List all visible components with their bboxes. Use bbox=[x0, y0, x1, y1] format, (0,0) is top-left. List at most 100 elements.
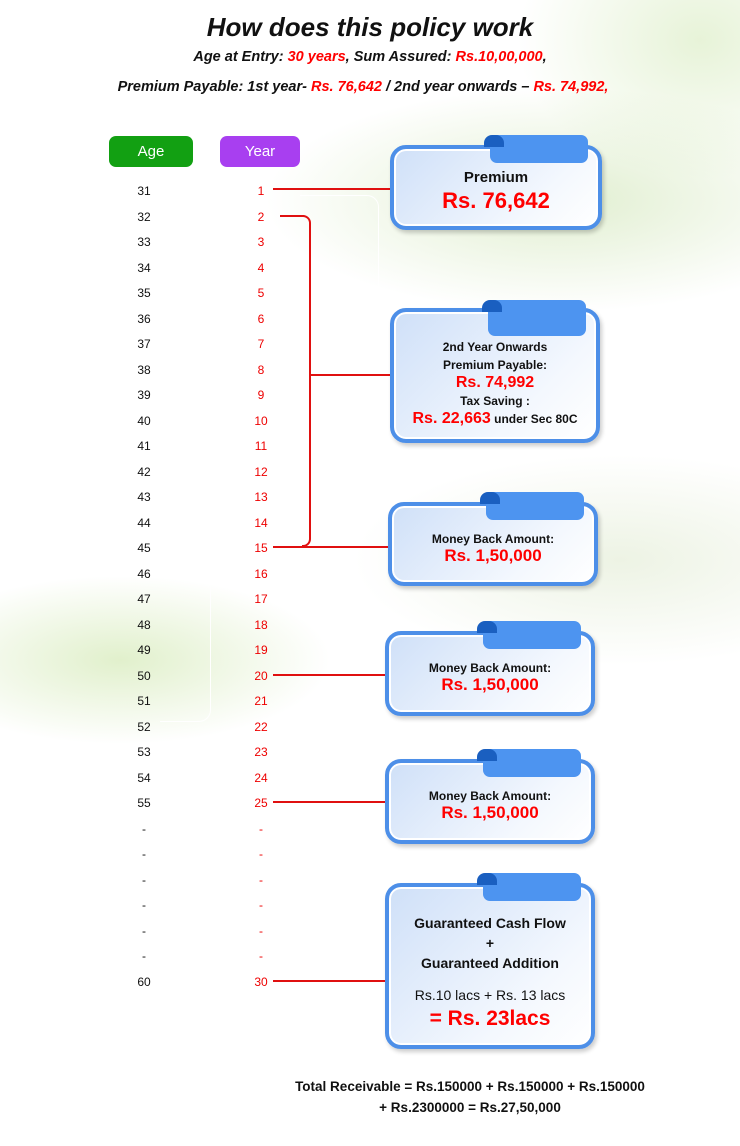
age-value: 47 bbox=[137, 592, 151, 606]
year-value: 10 bbox=[254, 413, 268, 428]
money-back-label: Money Back Amount: bbox=[428, 789, 552, 803]
page-title: How does this policy work bbox=[206, 12, 534, 42]
bracket-years-2-15 bbox=[302, 215, 311, 547]
year-value: 16 bbox=[254, 566, 268, 581]
onwards-amount: Rs. 74,992 bbox=[455, 374, 535, 391]
age-value: 41 bbox=[137, 439, 151, 453]
money-back-box-1: Money Back Amount: Rs. 1,50,000 bbox=[388, 492, 598, 586]
first-year-premium: Rs. 76,642 bbox=[311, 79, 382, 95]
money-back-box-2: Money Back Amount: Rs. 1,50,000 bbox=[385, 621, 595, 716]
year-value: 24 bbox=[254, 770, 268, 785]
year-value: 9 bbox=[257, 388, 265, 402]
entry-age: 30 years bbox=[287, 49, 346, 65]
total-line-1: Total Receivable = Rs.150000 + Rs.150000… bbox=[295, 1079, 645, 1094]
folder-tab bbox=[482, 300, 586, 336]
year-value: 18 bbox=[254, 617, 268, 632]
age-value: 38 bbox=[137, 362, 151, 377]
age-value: 49 bbox=[137, 643, 151, 657]
tax-section: under Sec 80C bbox=[490, 412, 578, 426]
folder-tab bbox=[477, 621, 581, 649]
age-value: 44 bbox=[137, 515, 151, 530]
age-header: Age bbox=[109, 136, 193, 167]
year-value: 15 bbox=[254, 541, 268, 555]
age-value: 42 bbox=[137, 464, 151, 479]
maturity-box: Guaranteed Cash Flow + Guaranteed Addition… bbox=[385, 873, 595, 1049]
bracket-decoration bbox=[160, 402, 211, 722]
age-value: 55 bbox=[137, 796, 151, 810]
age-value: - bbox=[142, 847, 146, 861]
year-value: 1 bbox=[257, 184, 265, 198]
year-value: - bbox=[259, 847, 263, 861]
age-label: Age at Entry: bbox=[193, 49, 288, 65]
premium-box-label: Premium bbox=[463, 169, 529, 186]
age-value: 43 bbox=[137, 490, 151, 504]
addition-label: Guaranteed Addition bbox=[421, 955, 559, 971]
premium-box: Premium Rs. 76,642 bbox=[390, 135, 602, 230]
connector-year-20 bbox=[273, 674, 386, 676]
year-header: Year bbox=[220, 136, 300, 167]
year-value: 2 bbox=[257, 209, 265, 224]
maturity-calc: Rs.10 lacs + Rs. 13 lacs bbox=[414, 987, 566, 1003]
year-value: 8 bbox=[257, 362, 265, 377]
onwards-premium: Rs. 74,992, bbox=[533, 79, 609, 95]
money-back-label: Money Back Amount: bbox=[428, 661, 552, 675]
connector-onwards bbox=[311, 374, 391, 376]
year-value: 13 bbox=[254, 490, 268, 504]
total-receivable: Total Receivable = Rs.150000 + Rs.150000… bbox=[250, 1076, 690, 1118]
age-value: - bbox=[142, 821, 146, 836]
premium-summary: Premium Payable: 1st year- Rs. 76,642 / … bbox=[0, 79, 733, 95]
year-value: 3 bbox=[257, 235, 265, 249]
year-value: 11 bbox=[254, 439, 268, 453]
year-value: 7 bbox=[257, 337, 265, 351]
folder-tab bbox=[477, 873, 581, 901]
year-value: 21 bbox=[254, 694, 268, 708]
folder-tab bbox=[477, 749, 581, 777]
connector-year-25 bbox=[273, 801, 386, 803]
connector-year-30 bbox=[273, 980, 386, 982]
age-value: 48 bbox=[137, 617, 151, 632]
tax-saving-label: Tax Saving : bbox=[460, 394, 530, 408]
year-value: 4 bbox=[257, 260, 265, 275]
year-value: - bbox=[259, 923, 263, 938]
age-value: 36 bbox=[137, 311, 151, 326]
age-value: 33 bbox=[137, 235, 151, 249]
year-value: 30 bbox=[254, 974, 268, 989]
year-value: - bbox=[259, 949, 263, 963]
age-value: 39 bbox=[137, 388, 151, 402]
entry-summary: Age at Entry: 30 years, Sum Assured: Rs.… bbox=[0, 49, 740, 65]
money-back-amount: Rs. 1,50,000 bbox=[441, 675, 539, 694]
age-value: 50 bbox=[137, 668, 151, 683]
cash-flow-label: Guaranteed Cash Flow bbox=[414, 915, 566, 931]
age-value: 46 bbox=[137, 566, 151, 581]
year-value: 20 bbox=[254, 668, 268, 683]
sum-assured: Rs.10,00,000 bbox=[455, 49, 543, 65]
money-back-amount: Rs. 1,50,000 bbox=[444, 546, 542, 565]
sum-label: , Sum Assured: bbox=[345, 49, 456, 65]
age-value: 54 bbox=[137, 770, 151, 785]
money-back-amount: Rs. 1,50,000 bbox=[441, 803, 539, 822]
year-value: - bbox=[259, 872, 263, 887]
premium-label: Premium Payable: 1st year- bbox=[117, 79, 311, 95]
premium-payable-label: Premium Payable: bbox=[442, 358, 548, 372]
year-value: 22 bbox=[254, 719, 268, 734]
total-line-2: + Rs.2300000 = Rs.27,50,000 bbox=[379, 1100, 561, 1115]
age-value: - bbox=[142, 898, 146, 912]
age-value: 35 bbox=[137, 286, 151, 300]
year-value: 19 bbox=[254, 643, 268, 657]
age-value: 51 bbox=[137, 694, 151, 708]
comma: , bbox=[542, 49, 547, 65]
connector-bracket-top bbox=[280, 215, 304, 217]
age-value: 34 bbox=[137, 260, 151, 275]
bracket-decoration bbox=[160, 184, 211, 368]
year-value: 14 bbox=[254, 515, 268, 530]
year-value: 17 bbox=[254, 592, 268, 606]
age-value: 40 bbox=[137, 413, 151, 428]
age-value: - bbox=[142, 872, 146, 887]
folder-tab bbox=[484, 135, 588, 163]
onwards-label: 2nd Year Onwards bbox=[442, 340, 548, 354]
age-value: 37 bbox=[137, 337, 151, 351]
age-value: 52 bbox=[137, 719, 151, 734]
year-value: 6 bbox=[257, 311, 265, 326]
onwards-box: 2nd Year Onwards Premium Payable: Rs. 74,9… bbox=[390, 300, 600, 443]
